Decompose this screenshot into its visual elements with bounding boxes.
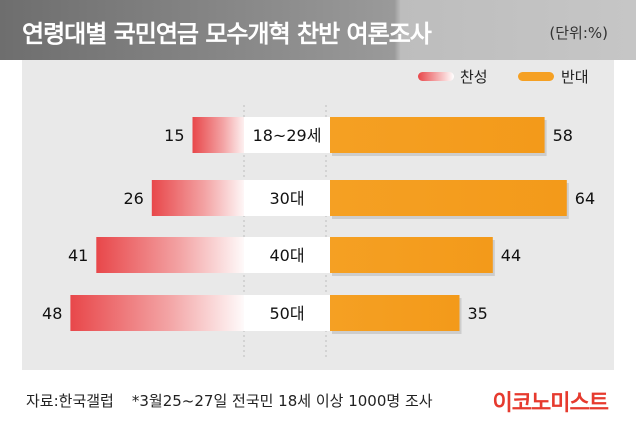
support-value-label: 15 [164,126,184,145]
category-box [244,180,330,216]
oppose-bar [330,180,567,216]
oppose-value-label: 58 [553,126,573,145]
brand-logo: 이코노미스트 [492,391,609,416]
survey-note: *3월25~27일 전국민 18세 이상 1000명 조사 [131,392,433,410]
oppose-bar [330,117,545,153]
oppose-bar [330,295,460,331]
bars-layer: 18~29세 15 58 30대 26 64 40대 41 44 50대 48 35 [42,105,595,360]
oppose-value-label: 35 [468,304,488,323]
bar-chart: 찬성 반대 18~29세 15 58 30대 26 64 40대 41 44 50대 48 35 [42,68,595,360]
legend-oppose-swatch [518,72,554,81]
support-bar [151,180,248,216]
category-label: 30대 [269,189,304,208]
category-label: 18~29세 [253,126,322,145]
legend-support-label: 찬성 [460,68,488,86]
oppose-value-label: 64 [575,189,595,208]
oppose-value-label: 44 [501,246,521,265]
category-box [244,237,330,273]
support-bar [96,237,248,273]
footer-note: 자료:한국갤럽 *3월25~27일 전국민 18세 이상 1000명 조사 [26,390,433,411]
category-label: 50대 [269,304,304,323]
chart-title: 연령대별 국민연금 모수개혁 찬반 여론조사 [22,20,432,48]
category-box [244,295,330,331]
support-value-label: 48 [42,304,62,323]
legend-support-swatch [418,72,454,81]
support-bar [192,117,248,153]
legend: 찬성 반대 [418,68,589,86]
chart-header: 연령대별 국민연금 모수개혁 찬반 여론조사 (단위:%) [0,0,636,60]
support-value-label: 41 [68,246,88,265]
category-label: 40대 [269,246,304,265]
oppose-bar [330,237,493,273]
unit-label: (단위:%) [549,24,608,42]
legend-oppose-label: 반대 [561,68,589,86]
support-bar [70,295,249,331]
source-text: 자료:한국갤럽 [26,392,114,410]
category-box [244,117,330,153]
support-value-label: 26 [123,189,143,208]
